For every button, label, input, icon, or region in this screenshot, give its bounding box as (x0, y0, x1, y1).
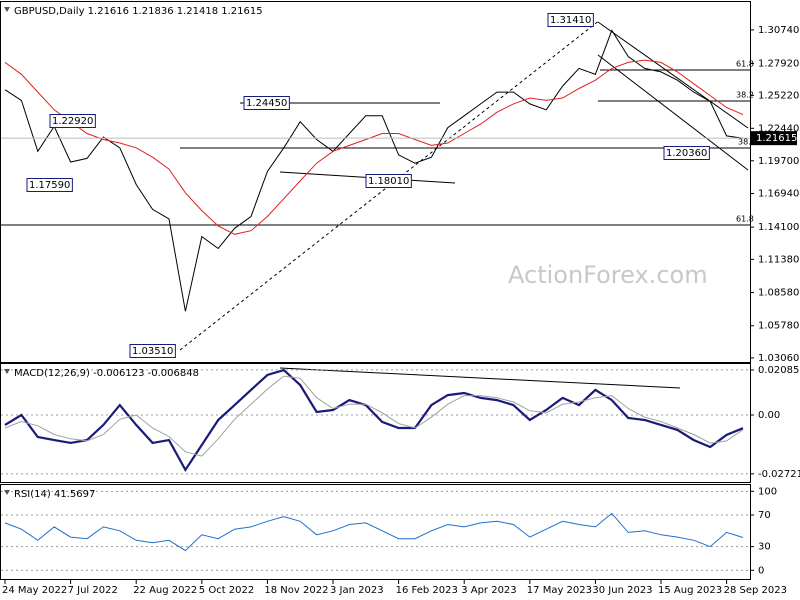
channel-line (597, 54, 749, 171)
y-tick-label: 1.22440 (758, 123, 799, 134)
series-line (4, 512, 744, 552)
series-line (4, 368, 744, 473)
y-tick-label: 1.27920 (758, 58, 799, 69)
panel-title: RSI(14) 41.5697 (14, 489, 95, 500)
annotation: 61.8 (736, 215, 754, 224)
series-line (4, 375, 744, 457)
y-tick-label: 1.08580 (758, 288, 799, 299)
series-line (4, 29, 744, 312)
y-tick-label: 30 (758, 542, 771, 553)
macd-trend-line (279, 367, 681, 389)
y-tick-label: 1.16940 (758, 188, 799, 199)
macd-panel (0, 363, 751, 483)
price-tag-label: 1.21615 (756, 133, 797, 144)
annotation-box (365, 174, 412, 188)
annotation: 38.2 (736, 91, 754, 100)
annotation: 1.20360 (666, 148, 707, 159)
trend-line (179, 19, 601, 351)
drawings (0, 19, 750, 389)
watermark: ActionForex.com (508, 261, 708, 289)
price-tag (751, 131, 797, 146)
channel-line (597, 21, 749, 129)
x-tick-label: 3 Apr 2023 (461, 585, 516, 596)
y-tick-label: 1.25220 (758, 90, 799, 101)
y-tick-label: 0.020858 (758, 365, 800, 376)
annotation: 1.03510 (132, 346, 173, 357)
x-tick-label: 28 Sep 2023 (724, 585, 787, 596)
panel-title: GBPUSD,Daily 1.21616 1.21836 1.21418 1.2… (14, 6, 263, 17)
annotation-box (49, 114, 96, 128)
x-tick-label: 7 Jul 2022 (68, 585, 118, 596)
title-icon (4, 490, 10, 495)
x-tick-label: 17 May 2023 (527, 585, 592, 596)
price-panel (0, 1, 751, 363)
annotation: 1.17590 (29, 180, 70, 191)
x-tick-label: 15 Aug 2023 (658, 585, 722, 596)
x-tick-label: 24 May 2022 (2, 585, 67, 596)
annotation: 1.18010 (368, 176, 409, 187)
annotation: 1.24450 (246, 98, 287, 109)
y-tick-label: 0 (758, 565, 764, 576)
y-tick-label: 1.30740 (758, 25, 799, 36)
annotation-box (547, 13, 594, 27)
x-tick-label: 5 Oct 2022 (199, 585, 254, 596)
x-tick-label: 3 Jan 2023 (330, 585, 384, 596)
y-tick-label: 1.14100 (758, 222, 799, 233)
x-tick-label: 18 Nov 2022 (264, 585, 328, 596)
y-tick-label: -0.027213 (758, 469, 800, 480)
x-tick-label: 22 Aug 2022 (133, 585, 197, 596)
annotation-box (663, 146, 710, 160)
annotation: 61.8 (736, 60, 754, 69)
title-icon (4, 7, 10, 12)
series-line (4, 59, 744, 235)
rsi-panel (0, 484, 751, 580)
y-tick-label: 70 (758, 510, 771, 521)
annotation-box (129, 344, 176, 358)
annotation: 1.31410 (550, 15, 591, 26)
y-tick-label: 1.19700 (758, 156, 799, 167)
annotation: 1.22920 (52, 116, 93, 127)
annotation-box (26, 178, 73, 192)
y-tick-label: 0.00 (758, 410, 780, 421)
y-tick-label: 1.11380 (758, 254, 799, 265)
x-tick-label: 30 Jun 2023 (592, 585, 652, 596)
panel-title: MACD(12,26,9) -0.006123 -0.006848 (14, 368, 199, 379)
y-tick-label: 1.03060 (758, 353, 799, 364)
x-tick-label: 16 Feb 2023 (396, 585, 458, 596)
y-tick-label: 100 (758, 486, 777, 497)
title-icon (4, 369, 10, 374)
y-tick-label: 1.05780 (758, 321, 799, 332)
annotation: 38.2 (738, 138, 756, 147)
annotation-box (243, 96, 290, 110)
